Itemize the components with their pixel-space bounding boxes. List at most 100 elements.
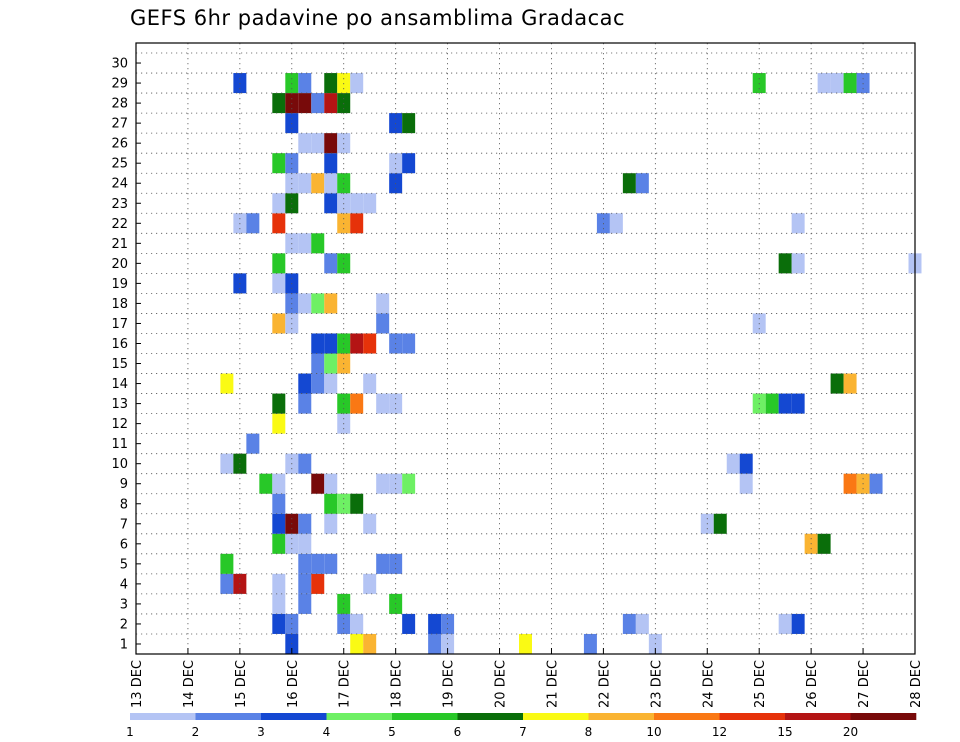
heatmap-cell [778, 253, 792, 274]
heatmap-cell [519, 633, 532, 654]
heatmap-cell [298, 553, 312, 574]
heatmap-cell [272, 193, 286, 214]
heatmap-cell [298, 453, 312, 474]
y-tick-label: 7 [120, 517, 128, 532]
x-tick-label: 15 DEC [234, 660, 249, 708]
heatmap-cell [778, 393, 792, 414]
heatmap-cell [324, 173, 338, 194]
heatmap-cell [817, 533, 831, 554]
x-tick-label: 23 DEC [649, 660, 664, 708]
heatmap-cell [272, 93, 286, 114]
frame-layer [135, 42, 916, 655]
heatmap-cell [220, 453, 234, 474]
x-tick-label: 25 DEC [753, 660, 768, 708]
x-tick-labels: 13 DEC 14 DEC 15 DEC 16 DEC 17 DEC 18 DEC 19 D… [130, 648, 924, 708]
y-tick-label: 25 [111, 157, 128, 172]
heatmap-cell [363, 333, 377, 354]
colorbar-label: 5 [388, 725, 396, 739]
heatmap-cell [622, 173, 636, 194]
heatmap-cell [402, 613, 416, 634]
x-tick-label: 19 DEC [442, 660, 457, 708]
heatmap-cell [402, 113, 416, 134]
grid-layer [136, 43, 915, 654]
heatmap-cell [246, 433, 260, 454]
y-tick-label: 22 [111, 217, 128, 232]
colorbar-swatch [392, 713, 458, 720]
x-tick-label: 28 DEC [909, 660, 924, 708]
heatmap-cell [622, 613, 636, 634]
y-tick-label: 14 [111, 377, 128, 392]
heatmap-cell [298, 233, 312, 254]
heatmap-cell [246, 213, 260, 234]
heatmap-cell [311, 93, 325, 114]
y-tick-label: 23 [111, 197, 128, 212]
heatmap-cell [739, 453, 753, 474]
heatmap-cell [324, 513, 338, 534]
y-tick-label: 29 [111, 77, 128, 92]
heatmap-cell [635, 613, 649, 634]
heatmap-cell [272, 613, 286, 634]
heatmap-cell [350, 613, 364, 634]
heatmap-cell [726, 453, 740, 474]
x-tick-label: 24 DEC [701, 660, 716, 708]
heatmap-cell [428, 633, 442, 654]
colorbar-label: 4 [323, 725, 331, 739]
heatmap-cell [311, 573, 325, 594]
heatmap-cell [363, 513, 377, 534]
y-tick-label: 9 [120, 477, 128, 492]
heatmap-cell [311, 173, 325, 194]
heatmap-cell [298, 173, 312, 194]
heatmap-cell [272, 153, 286, 174]
heatmap-cell [350, 193, 364, 214]
heatmap-cell [843, 473, 857, 494]
heatmap-cell [324, 473, 338, 494]
heatmap-cell [350, 333, 364, 354]
heatmap-cell [324, 353, 338, 374]
heatmap-cell [363, 573, 377, 594]
heatmap-cell [363, 373, 377, 394]
x-tick-label: 18 DEC [390, 660, 405, 708]
x-tick-label: 26 DEC [805, 660, 820, 708]
y-tick-label: 15 [111, 357, 128, 372]
heatmap-cell [272, 273, 286, 294]
heatmap-cell [298, 73, 312, 94]
x-tick-label: 21 DEC [545, 660, 560, 708]
y-tick-label: 10 [111, 457, 128, 472]
heatmap-cell [791, 393, 805, 414]
heatmap-cell [376, 393, 390, 414]
colorbar-label: 15 [777, 725, 792, 739]
heatmap-cell [402, 473, 416, 494]
heatmap-cell [272, 413, 286, 434]
y-tick-label: 27 [111, 117, 128, 132]
heatmap-cell [220, 553, 234, 574]
colorbar-swatch [588, 713, 655, 720]
y-tick-label: 2 [120, 617, 128, 632]
heatmap-cell [220, 373, 234, 394]
colorbar-label: 8 [585, 725, 593, 739]
heatmap-cell [272, 253, 286, 274]
heatmap-cell [298, 513, 312, 534]
heatmap-cell [298, 93, 312, 114]
heatmap-cell [765, 393, 779, 414]
y-tick-label: 26 [111, 137, 128, 152]
heatmap-cell [272, 393, 286, 414]
y-tick-label: 17 [111, 317, 128, 332]
heatmap-cell [778, 613, 792, 634]
heatmap-cell [259, 473, 273, 494]
heatmap-cell [324, 133, 338, 154]
plot-frame [135, 42, 916, 655]
y-tick-label: 3 [120, 597, 128, 612]
colorbar-swatch [850, 713, 917, 720]
heatmap-cell [869, 473, 883, 494]
heatmap-cell [324, 93, 338, 114]
heatmap-cell [830, 73, 844, 94]
y-tick-label: 12 [111, 417, 128, 432]
heatmap-cell [272, 513, 286, 534]
colorbar-label: 12 [712, 725, 727, 739]
y-tick-label: 13 [111, 397, 128, 412]
heatmap-cell [791, 253, 805, 274]
colorbar-swatch [326, 713, 393, 720]
heatmap-cell [376, 473, 390, 494]
colorbar-label: 7 [519, 725, 527, 739]
